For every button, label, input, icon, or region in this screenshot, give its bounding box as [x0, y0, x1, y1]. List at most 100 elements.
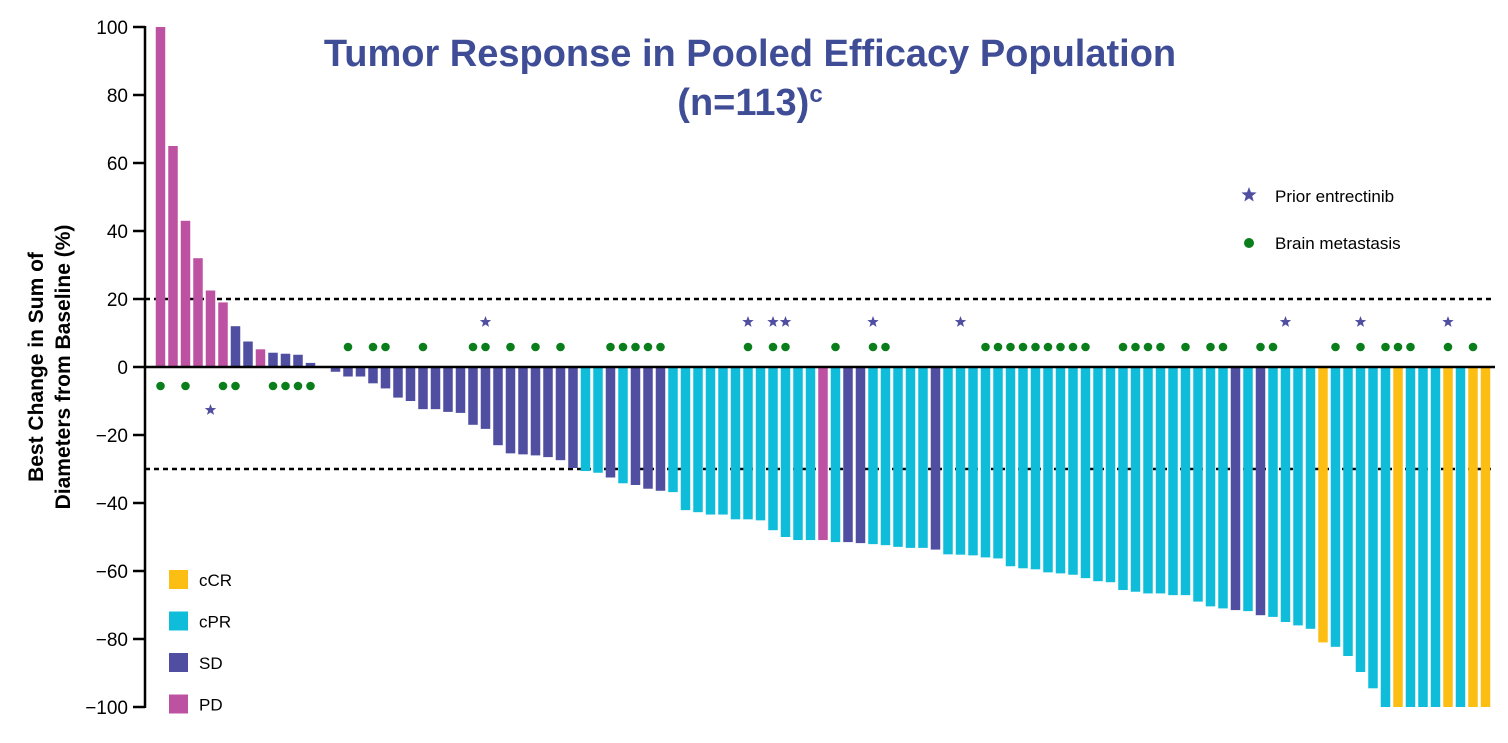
- bar-cPR: [1343, 367, 1353, 656]
- bar-cPR: [1418, 367, 1428, 707]
- prior-entrectinib-star: [742, 316, 754, 327]
- bar-cCR: [1468, 367, 1478, 707]
- y-tick-label: 80: [107, 86, 128, 107]
- bar-SD: [468, 367, 478, 425]
- prior-entrectinib-star: [1279, 316, 1292, 327]
- bar-SD: [343, 367, 353, 377]
- brain-metastasis-dot: [481, 342, 490, 352]
- bar-PD: [193, 258, 203, 367]
- y-tick-label: 60: [107, 154, 128, 175]
- brain-metastasis-dot: [306, 381, 315, 391]
- bar-cPR: [793, 367, 803, 541]
- bar-SD: [855, 367, 866, 544]
- brain-metastasis-dot: [1118, 342, 1128, 352]
- bar-cPR: [830, 367, 841, 543]
- bar-SD: [293, 354, 303, 367]
- bar-cPR: [893, 367, 903, 547]
- brain-metastasis-dot: [368, 342, 378, 352]
- prior-entrectinib-star: [954, 316, 967, 327]
- legend-dot-icon: [1244, 238, 1254, 248]
- brain-metastasis-dot: [1031, 342, 1040, 352]
- brain-metastasis-dot: [156, 381, 165, 391]
- brain-metastasis-dot: [1381, 342, 1390, 352]
- bar-cPR: [918, 367, 928, 548]
- y-axis-label-line1: Best Change in Sum of: [25, 251, 48, 482]
- bar-SD: [1230, 367, 1241, 611]
- brain-metastasis-dot: [656, 342, 665, 352]
- chart-title: Tumor Response in Pooled Efficacy Popula…: [324, 33, 1176, 75]
- bar-cPR: [1080, 367, 1091, 579]
- chart-subtitle-main: (n=113): [677, 82, 809, 124]
- brain-metastasis-dot: [1131, 342, 1140, 352]
- y-axis: 100 80 60 40 20 0 −20 −40 −60 −80 −100: [85, 18, 147, 719]
- brain-metastasis-dot: [1406, 342, 1415, 352]
- bar-cPR: [905, 367, 916, 548]
- bar-cPR: [618, 367, 628, 484]
- bar-cPR: [1330, 367, 1341, 647]
- bar-cPR: [693, 367, 703, 513]
- brain-metastasis-dot: [181, 381, 190, 391]
- brain-metastasis-dot: [1256, 342, 1265, 352]
- bar-cPR: [580, 367, 591, 472]
- brain-metastasis-dot: [1356, 342, 1365, 352]
- bar-cPR: [780, 367, 791, 537]
- brain-metastasis-dot: [643, 342, 653, 352]
- bar-PD: [205, 290, 216, 367]
- bar-cPR: [1018, 367, 1028, 569]
- brain-metastasis-dot: [506, 342, 515, 352]
- bar-cPR: [705, 367, 716, 515]
- legend-label-cPR: cPR: [199, 613, 231, 632]
- prior-entrectinib-star: [204, 404, 217, 415]
- bar-SD: [418, 367, 428, 410]
- bar-cPR: [1030, 367, 1041, 570]
- bar-SD: [530, 367, 541, 456]
- brain-metastasis-dot: [1468, 342, 1478, 352]
- bar-cPR: [868, 367, 878, 545]
- bar-cPR: [1305, 367, 1316, 629]
- prior-entrectinib-star: [767, 316, 779, 327]
- brain-metastasis-dot: [1206, 342, 1215, 352]
- brain-metastasis-dot: [993, 342, 1003, 352]
- bar-SD: [518, 367, 528, 455]
- legend-swatch-PD: [169, 694, 188, 714]
- bar-cPR: [980, 367, 991, 558]
- bar-cCR: [1393, 367, 1403, 707]
- prior-entrectinib-star: [779, 316, 792, 327]
- bar-cPR: [943, 367, 953, 555]
- brain-metastasis-dot: [381, 342, 390, 352]
- y-tick-label: 100: [96, 18, 128, 39]
- bar-cPR: [730, 367, 741, 520]
- bar-SD: [230, 326, 241, 367]
- bar-SD: [643, 367, 653, 489]
- legend-swatch-cPR: [169, 611, 188, 631]
- bar-cPR: [1293, 367, 1303, 626]
- bar-cPR: [1068, 367, 1078, 575]
- brain-metastasis-dot: [1393, 342, 1403, 352]
- y-axis-label: Best Change in Sum of Diameters from Bas…: [25, 225, 75, 510]
- brain-metastasis-dot: [556, 342, 565, 352]
- chart-subtitle: (n=113)c: [677, 81, 822, 124]
- brain-metastasis-dot: [831, 342, 840, 352]
- prior-entrectinib-star: [1354, 316, 1367, 327]
- bar-SD: [280, 353, 291, 367]
- bar-cPR: [1043, 367, 1053, 573]
- brain-metastasis-dot: [606, 342, 615, 352]
- brain-metastasis-dot: [868, 342, 878, 352]
- prior-entrectinib-star: [479, 316, 492, 327]
- legend-markers: Prior entrectinib Brain metastasis: [1241, 187, 1401, 253]
- bar-cPR: [1105, 367, 1116, 583]
- brain-metastasis-dot: [293, 381, 303, 391]
- legend-label-prior-entrectinib: Prior entrectinib: [1275, 187, 1394, 206]
- chart-subtitle-superscript: c: [809, 81, 822, 108]
- y-tick-label: −60: [96, 562, 128, 583]
- prior-entrectinib-star: [867, 316, 879, 327]
- y-tick-label: −20: [96, 426, 128, 447]
- brain-metastasis-dot: [631, 342, 640, 352]
- bar-SD: [455, 367, 466, 413]
- brain-metastasis-dot: [1143, 342, 1153, 352]
- markers: [156, 316, 1478, 415]
- bar-cPR: [1155, 367, 1166, 594]
- brain-metastasis-dot: [781, 342, 790, 352]
- legend-response: cCR cPR SD PD: [169, 570, 232, 715]
- brain-metastasis-dot: [1218, 342, 1228, 352]
